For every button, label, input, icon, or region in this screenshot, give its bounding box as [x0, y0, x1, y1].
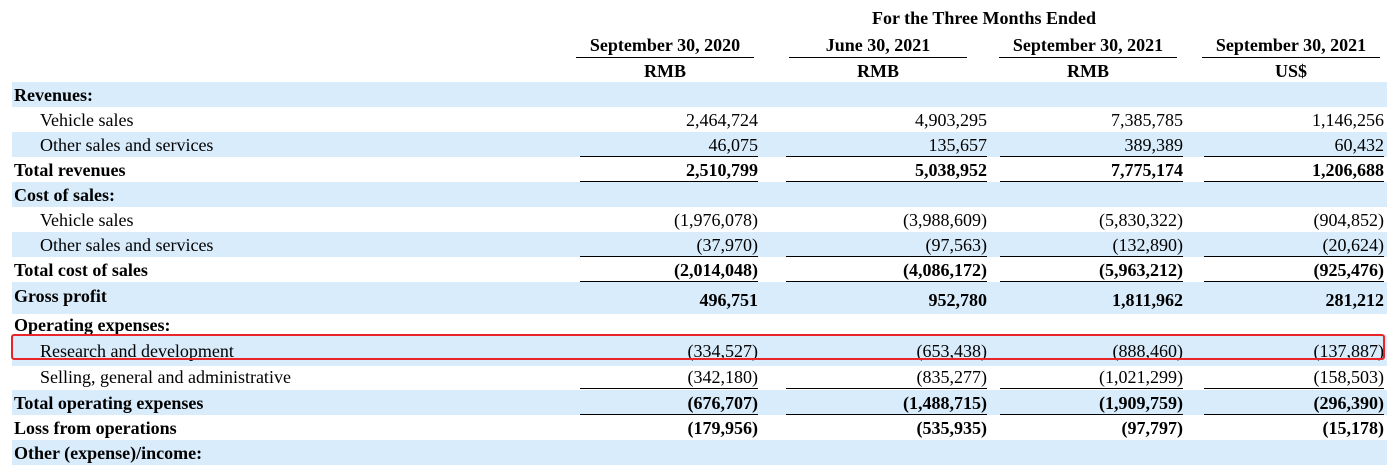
cell-value: 1,146,256 — [1312, 110, 1384, 130]
cell-value: (20,624) — [1204, 234, 1384, 257]
row-label: Research and development — [40, 341, 234, 361]
cell-value: (179,956) — [687, 418, 759, 438]
table-row-research-and-development: Research and development (334,527) (653,… — [12, 335, 1387, 366]
row-label: Total operating expenses — [14, 393, 204, 413]
cell-value: (1,021,299) — [1000, 366, 1183, 389]
cell-value: (904,852) — [1313, 210, 1385, 230]
cell-value: 2,464,724 — [686, 110, 758, 130]
row-label: Loss from operations — [14, 418, 177, 438]
cell-value: 1,206,688 — [1204, 159, 1384, 182]
income-statement-table: Revenues: Vehicle sales 2,464,724 4,903,… — [12, 82, 1387, 465]
column-header-1: September 30, 2020 RMB — [570, 34, 760, 82]
table-row-cost-heading: Cost of sales: — [12, 182, 1387, 207]
cell-value: (4,086,172) — [786, 259, 987, 282]
cell-value: 5,038,952 — [786, 159, 987, 182]
table-row: Other sales and services 46,075 135,657 … — [12, 132, 1387, 157]
cell-value: (97,797) — [1121, 418, 1184, 438]
cell-value: (1,909,759) — [1000, 392, 1183, 415]
column-currency: RMB — [1067, 61, 1109, 81]
cell-value: (132,890) — [1000, 234, 1183, 257]
row-label: Revenues: — [14, 85, 93, 105]
table-row: Selling, general and administrative (342… — [12, 366, 1387, 390]
cell-value: (5,963,212) — [1000, 259, 1183, 282]
cell-value: (1,488,715) — [786, 392, 987, 415]
cell-value: (888,460) — [1112, 341, 1184, 361]
cell-value: 2,510,799 — [580, 159, 758, 182]
column-date: September 30, 2020 — [576, 34, 754, 58]
table-row: Vehicle sales 2,464,724 4,903,295 7,385,… — [12, 107, 1387, 132]
cell-value: (925,476) — [1204, 259, 1384, 282]
row-label: Selling, general and administrative — [40, 367, 291, 387]
table-row-loss-from-operations: Loss from operations (179,956) (535,935)… — [12, 415, 1387, 440]
row-label: Cost of sales: — [14, 185, 115, 205]
table-row-gross-profit: Gross profit 496,751 952,780 1,811,962 2… — [12, 282, 1387, 314]
cell-value: (334,527) — [687, 341, 759, 361]
cell-value: (3,988,609) — [903, 210, 987, 230]
table-row-other-heading: Other (expense)/income: — [12, 440, 1387, 465]
cell-value: (835,277) — [786, 366, 987, 389]
row-label: Vehicle sales — [40, 210, 134, 230]
cell-value: 135,657 — [786, 134, 987, 157]
column-date: June 30, 2021 — [789, 34, 967, 58]
table-row-total-cost: Total cost of sales (2,014,048) (4,086,1… — [12, 257, 1387, 282]
cell-value: (37,970) — [580, 234, 758, 257]
cell-value: (5,830,322) — [1099, 210, 1183, 230]
column-currency: RMB — [644, 61, 686, 81]
cell-value: (1,976,078) — [674, 210, 758, 230]
cell-value: 7,385,785 — [1111, 110, 1183, 130]
row-label: Total cost of sales — [14, 260, 148, 280]
row-label: Gross profit — [14, 286, 107, 306]
highlight-box — [11, 334, 1385, 360]
cell-value: 4,903,295 — [915, 110, 987, 130]
period-span-title: For the Three Months Ended — [871, 8, 1097, 28]
cell-value: (97,563) — [786, 234, 987, 257]
cell-value: 1,811,962 — [1111, 290, 1183, 310]
table-row-revenues-heading: Revenues: — [12, 82, 1387, 107]
row-label: Other (expense)/income: — [14, 443, 203, 463]
cell-value: 60,432 — [1204, 134, 1384, 157]
cell-value: 281,212 — [1325, 290, 1385, 310]
column-date: September 30, 2021 — [999, 34, 1177, 58]
cell-value: 7,775,174 — [1000, 159, 1183, 182]
cell-value: 496,751 — [699, 290, 759, 310]
column-currency: RMB — [857, 61, 899, 81]
table-row-total-operating-expenses: Total operating expenses (676,707) (1,48… — [12, 390, 1387, 415]
table-row-opex-heading: Operating expenses: — [12, 314, 1387, 337]
row-label: Other sales and services — [40, 135, 214, 155]
column-date: September 30, 2021 — [1202, 34, 1380, 58]
cell-value: (676,707) — [580, 392, 758, 415]
cell-value: (653,438) — [916, 341, 988, 361]
table-row: Other sales and services (37,970) (97,56… — [12, 232, 1387, 257]
column-header-4: September 30, 2021 US$ — [1196, 34, 1386, 82]
column-header-3: September 30, 2021 RMB — [993, 34, 1183, 82]
cell-value: (137,887) — [1313, 341, 1385, 361]
cell-value: (158,503) — [1204, 366, 1384, 389]
table-row-total-revenues: Total revenues 2,510,799 5,038,952 7,775… — [12, 157, 1387, 182]
row-label: Vehicle sales — [40, 110, 134, 130]
cell-value: 46,075 — [580, 134, 758, 157]
cell-value: (296,390) — [1204, 392, 1384, 415]
cell-value: 952,780 — [928, 290, 988, 310]
row-label: Other sales and services — [40, 235, 214, 255]
row-label: Total revenues — [14, 160, 126, 180]
column-header-2: June 30, 2021 RMB — [783, 34, 973, 82]
column-currency: US$ — [1274, 61, 1307, 81]
cell-value: 389,389 — [1000, 134, 1183, 157]
cell-value: (342,180) — [580, 366, 758, 389]
table-row: Vehicle sales (1,976,078) (3,988,609) (5… — [12, 207, 1387, 232]
cell-value: (2,014,048) — [580, 259, 758, 282]
cell-value: (15,178) — [1322, 418, 1385, 438]
cell-value: (535,935) — [916, 418, 988, 438]
